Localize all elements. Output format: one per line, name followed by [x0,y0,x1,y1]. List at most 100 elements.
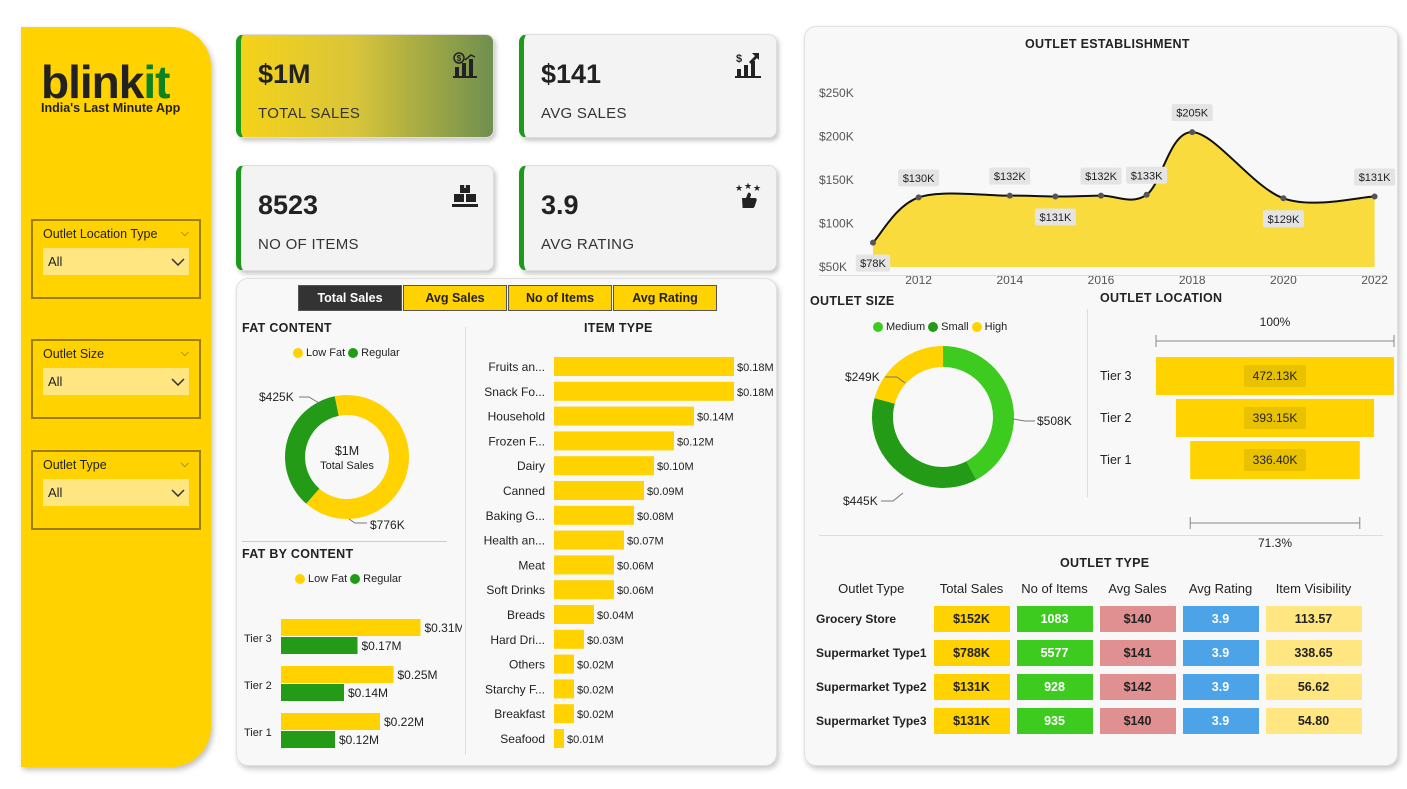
sales-chart-icon: $ [453,52,477,78]
axis-label: Fruits an... [488,360,545,374]
tab-total-sales[interactable]: Total Sales [298,285,402,311]
thumbs-up-stars-icon: ★ ★ ★ [735,182,761,208]
axis-label: Breakfast [494,707,545,721]
outlet-type-name: Supermarket Type1 [816,646,927,660]
kpi-label: AVG RATING [541,236,635,253]
slicer-outlet-size: Outlet Size ⌵ All [31,339,201,419]
data-label: $0.02M [577,684,614,696]
y-tick-label: $250K [819,86,854,100]
data-label: $0.01M [567,734,604,746]
chevron-down-icon[interactable]: ⌵ [180,458,189,470]
chevron-down-icon[interactable]: ⌵ [180,227,189,239]
data-label: $78K [860,258,886,270]
data-label: $0.12M [339,733,379,747]
tab-no-of-items[interactable]: No of Items [508,285,612,311]
svg-text:★: ★ [753,183,761,193]
bar-low-fat [281,666,394,683]
divider [242,541,447,542]
data-label-bg [1244,407,1306,429]
axis-label: Starchy F... [485,682,545,696]
kpi-value: $141 [541,59,602,89]
item-type-title: ITEM TYPE [584,321,653,335]
kpi-no-of-items: 8523 NO OF ITEMS [236,165,494,271]
data-label: $508K [1037,414,1072,428]
table-cell: 3.9 [1182,640,1259,666]
table-cell: 5577 [1016,640,1093,666]
data-point [1006,192,1013,199]
chevron-down-icon[interactable]: ⌵ [180,347,189,359]
data-point [1280,195,1287,202]
funnel-top-percent: 100% [1260,315,1291,329]
table-cell: 928 [1016,674,1093,700]
outlet-size-donut-chart: $508K $445K $249K [843,346,1072,508]
y-tick-label: $50K [819,260,847,274]
fat-content-legend: Low Fat Regular [293,347,400,359]
data-label: $0.31M [425,621,463,635]
column-header: Item Visibility [1275,581,1352,596]
table-cell: 1083 [1016,606,1093,632]
tab-avg-rating[interactable]: Avg Rating [613,285,717,311]
table-row: Supermarket Type3 $131K 935 $140 3.9 54.80 [816,708,1362,734]
data-label: $131K [1359,172,1391,184]
data-label: $0.14M [348,686,388,700]
data-label: $0.12M [677,436,714,448]
data-label: $0.10M [657,461,694,473]
axis-label: Soft Drinks [486,583,545,597]
outlet-size-title: OUTLET SIZE [810,294,895,308]
data-label: $0.22M [384,715,424,729]
x-tick-label: 2014 [996,273,1023,287]
outlet-type-dropdown[interactable]: All [43,479,189,506]
svg-text:$: $ [457,54,462,63]
x-tick-label: 2016 [1088,273,1115,287]
bar [554,654,574,674]
data-label: 393.15K [1253,411,1298,425]
divider [819,275,1383,276]
fat-by-content-title: FAT BY CONTENT [242,547,354,561]
leader-line [885,376,906,384]
data-label: $0.06M [617,585,654,597]
column-header: Avg Sales [1108,581,1167,596]
outlet-size-legend: Medium Small High [873,321,1007,333]
chevron-down-icon [171,254,185,269]
data-point [1098,192,1104,199]
series-line [872,131,1375,244]
tab-avg-sales[interactable]: Avg Sales [403,285,507,311]
table-row: Grocery Store $152K 1083 $140 3.9 113.57 [816,606,1362,632]
outlet-location-type-dropdown[interactable]: All [43,248,189,275]
data-label: $0.08M [637,511,674,523]
divider [465,327,466,755]
leader-line [881,492,904,502]
outlet-size-dropdown[interactable]: All [43,368,189,395]
bar-regular [281,637,358,654]
size-slice-medium [943,346,1014,480]
outlet-type-table: Outlet Type Total Sales No of Items Avg Sal… [809,573,1369,742]
data-point [870,239,876,246]
donut-center-label: Total Sales [320,460,374,472]
y-tick-label: $100K [819,217,854,231]
kpi-label: NO OF ITEMS [258,236,359,253]
x-tick-label: 2012 [905,273,932,287]
data-label: $0.03M [587,635,624,647]
outlet-establishment-area-chart: $50K $100K $150K $200K $250K 2012 2014 2016 2018… [819,86,1396,287]
bar-low-fat [281,713,380,730]
axis-label: Tier 3 [1100,369,1132,383]
bar [554,729,564,748]
chevron-down-icon [171,485,185,500]
data-label: 336.40K [1253,453,1298,467]
dollar-growth-icon: $ [735,53,761,78]
fat-content-donut-chart: $1M Total Sales $425K $776K [259,390,409,532]
axis-label: Frozen F... [488,434,545,448]
axis-label: Hard Dri... [490,633,545,647]
axis-label: Baking G... [486,509,545,523]
data-point [1371,193,1378,200]
bar-low-fat [281,619,421,636]
bar [554,704,574,724]
bar-regular [281,731,335,748]
donut-center-value: $1M [335,444,359,458]
axis-label: Household [488,410,545,424]
data-label: $0.04M [597,610,634,622]
svg-text:$: $ [736,53,742,65]
table-cell: $141 [1099,640,1176,666]
leader-line [1012,418,1035,422]
bar [554,431,674,451]
